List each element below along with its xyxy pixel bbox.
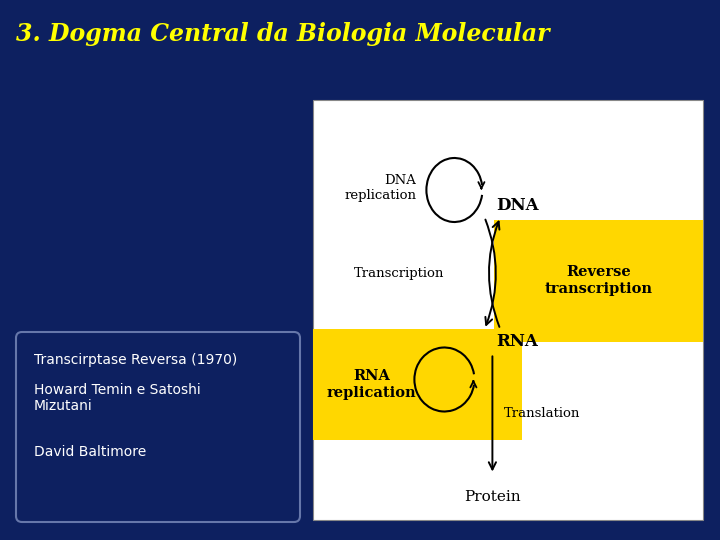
Text: DNA: DNA — [496, 197, 539, 213]
Text: Translation: Translation — [504, 408, 580, 421]
Text: 3. Dogma Central da Biologia Molecular: 3. Dogma Central da Biologia Molecular — [16, 22, 549, 46]
Bar — [495, 220, 703, 341]
Text: David Baltimore: David Baltimore — [34, 445, 146, 459]
Bar — [313, 329, 522, 440]
Text: RNA
replication: RNA replication — [327, 369, 416, 400]
Text: DNA
replication: DNA replication — [344, 174, 416, 202]
Text: Transcirptase Reversa (1970): Transcirptase Reversa (1970) — [34, 353, 238, 367]
Text: Protein: Protein — [464, 490, 521, 504]
Text: Howard Temin e Satoshi
Mizutani: Howard Temin e Satoshi Mizutani — [34, 383, 201, 413]
Text: Reverse
transcription: Reverse transcription — [544, 266, 652, 296]
Text: Transcription: Transcription — [354, 267, 444, 280]
Bar — [313, 100, 703, 520]
FancyBboxPatch shape — [16, 332, 300, 522]
Text: RNA: RNA — [496, 333, 539, 350]
